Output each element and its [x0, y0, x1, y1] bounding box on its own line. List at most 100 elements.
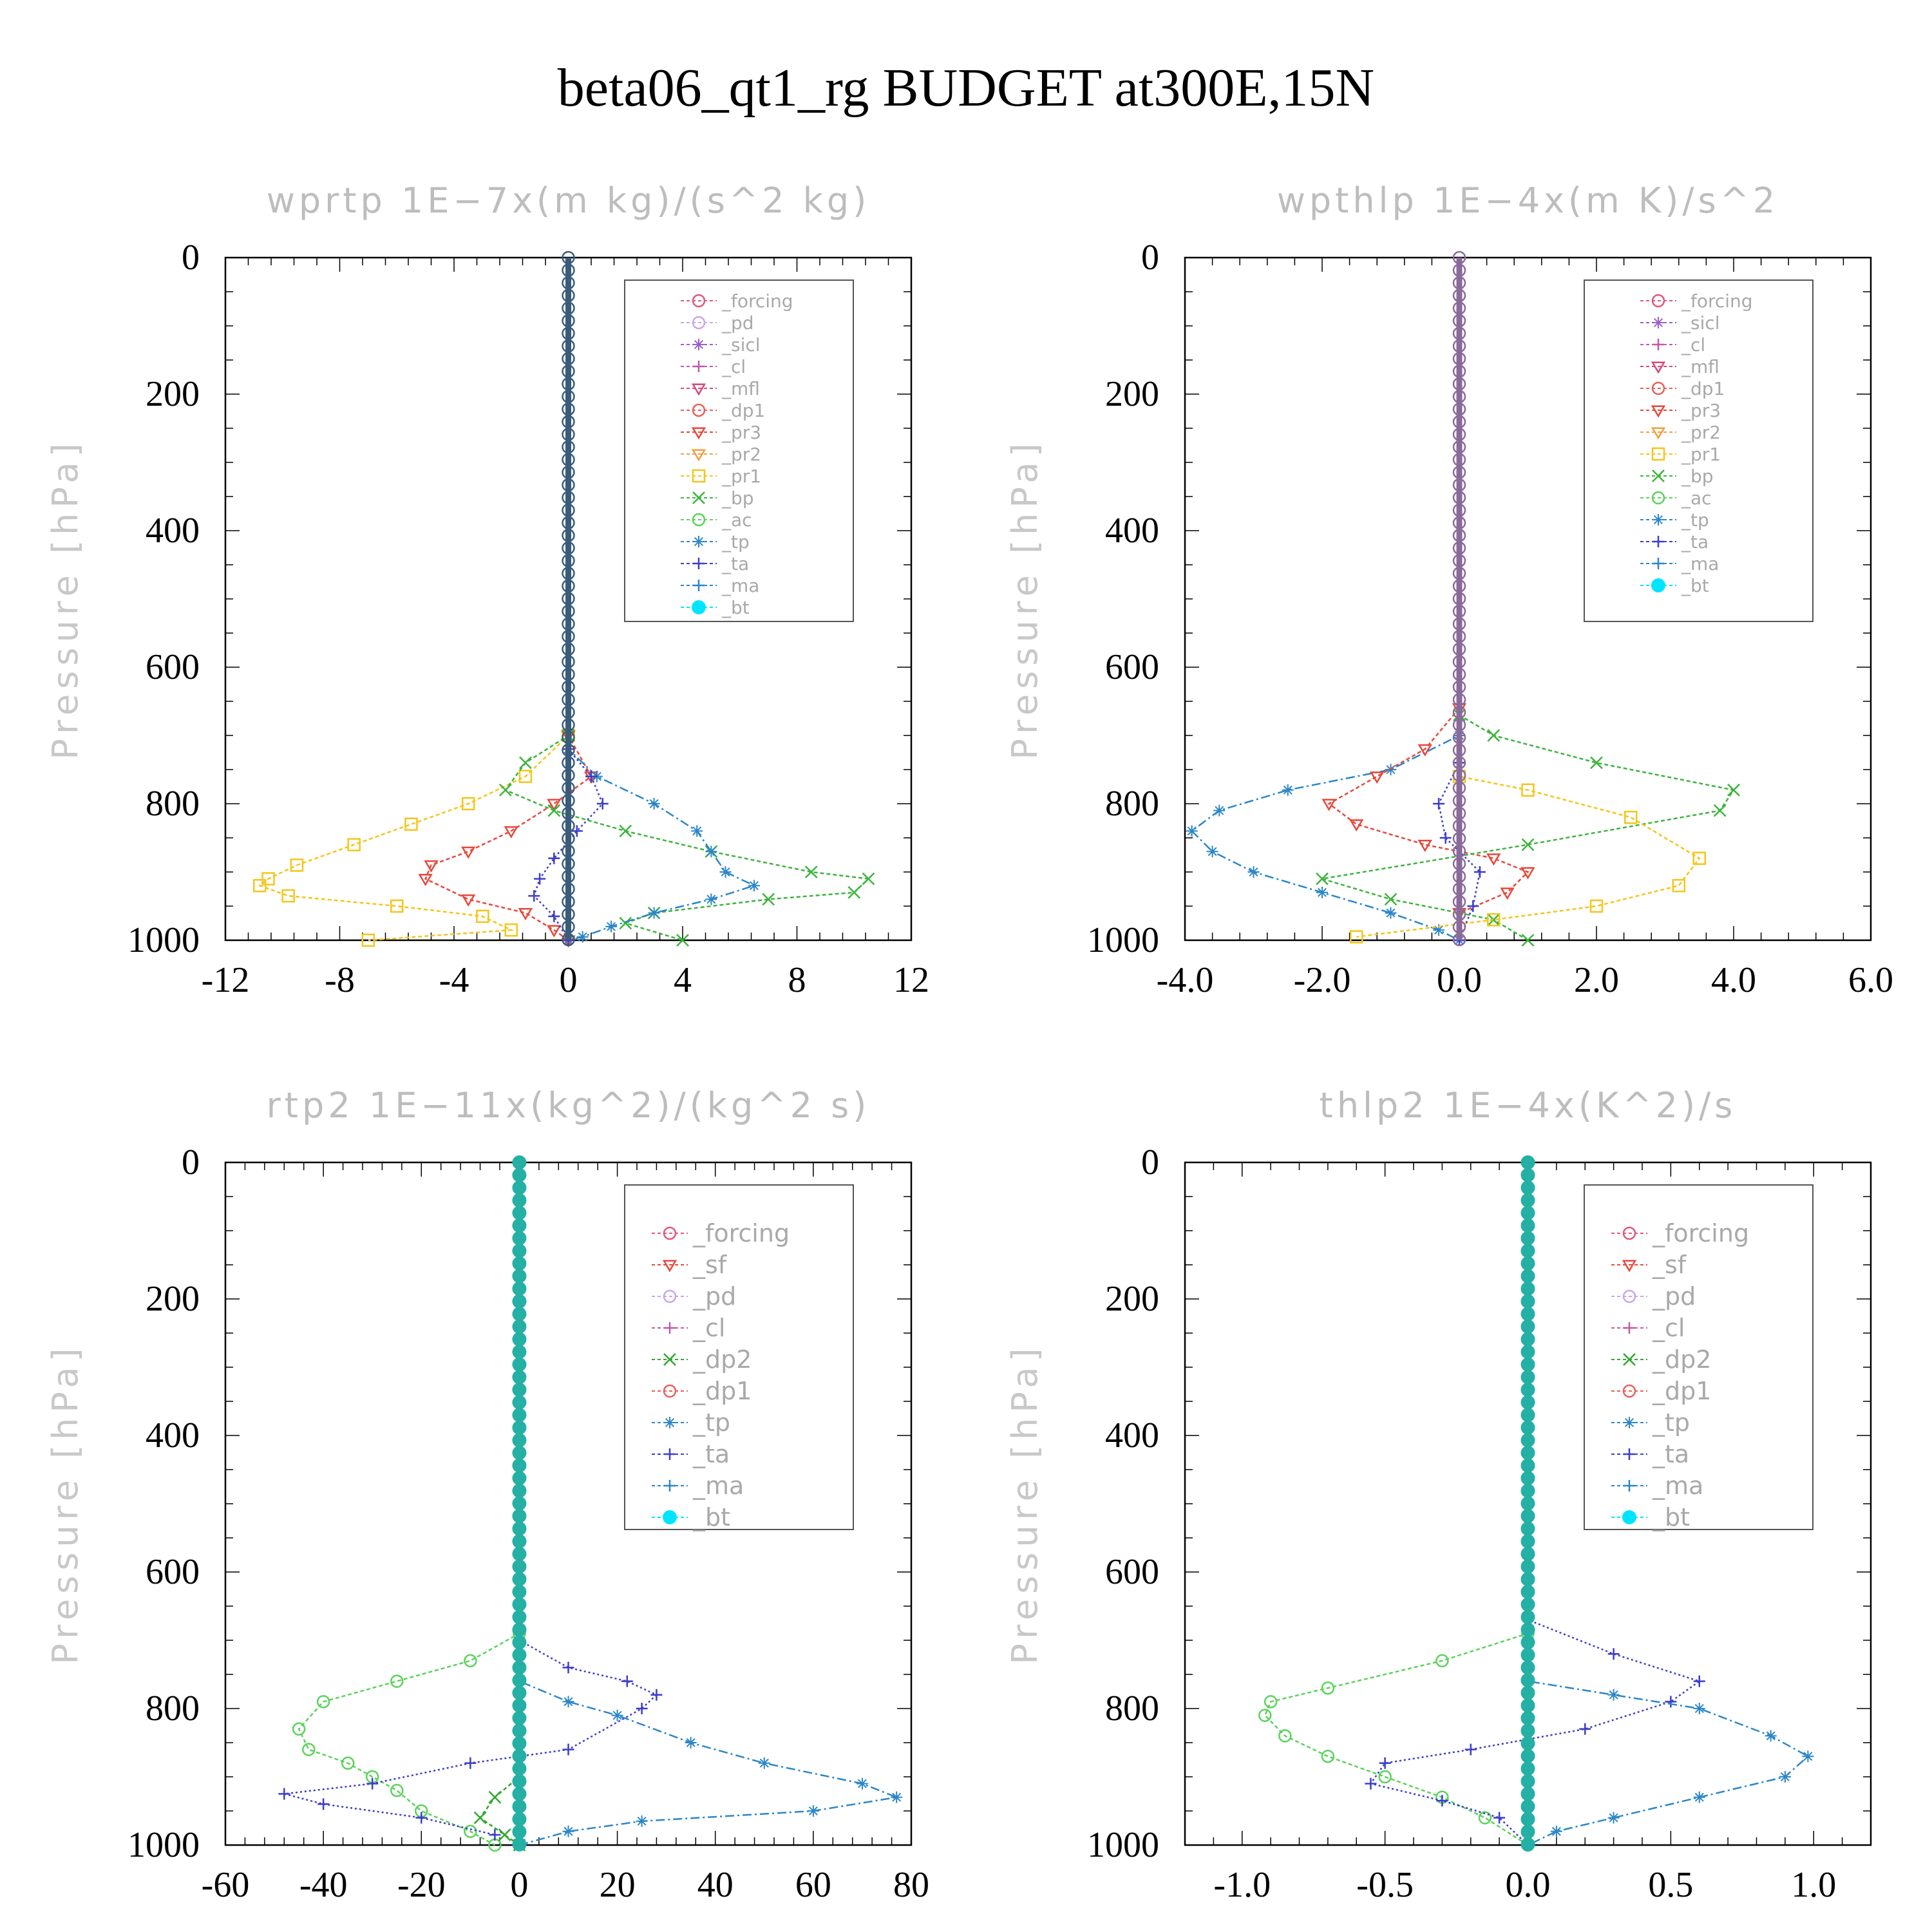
legend-marker [691, 449, 706, 462]
y-tick-label: 400 [146, 1416, 200, 1455]
data-point [1520, 1357, 1535, 1372]
data-point [685, 1737, 697, 1748]
legend-marker [1622, 1289, 1636, 1303]
data-point [1520, 1458, 1535, 1473]
data-point [518, 908, 533, 921]
data-point [1385, 907, 1397, 919]
x-tick-label: -12 [202, 960, 250, 1000]
data-point [1727, 783, 1740, 797]
data-point [562, 428, 575, 441]
data-point [562, 882, 575, 896]
data-point [512, 1647, 527, 1662]
data-point [512, 1433, 527, 1448]
data-point [302, 1743, 316, 1756]
data-point [1693, 1675, 1705, 1687]
y-tick-label: 800 [146, 784, 200, 824]
legend-marker [1651, 578, 1665, 592]
data-point [562, 920, 575, 934]
data-point [461, 894, 476, 907]
data-point [512, 1483, 527, 1498]
y-tick-label: 800 [1105, 784, 1159, 824]
data-point [596, 798, 609, 810]
y-tick-label: 1000 [1087, 1825, 1159, 1865]
y-axis-label: Pressure [hPa] [1005, 1343, 1045, 1664]
data-point [1520, 1774, 1535, 1788]
x-tick-label: -60 [202, 1865, 250, 1905]
legend-marker [693, 361, 705, 372]
chart-panel-1: wprtp 1E−7x(m kg)/(s^2 kg) Pressure [hPa]… [45, 180, 929, 1000]
data-point [1417, 840, 1432, 853]
data-point [1520, 1761, 1535, 1776]
data-point [1520, 1218, 1535, 1233]
data-point [562, 529, 575, 542]
legend-marker [663, 1384, 677, 1398]
data-point [1278, 1729, 1292, 1743]
data-point [1520, 1824, 1535, 1839]
data-point [562, 276, 575, 290]
data-point [1520, 1673, 1535, 1688]
data-point [1520, 1509, 1535, 1524]
legend-label: _forcing [1681, 290, 1753, 312]
data-point [1452, 756, 1466, 770]
data-point [512, 1748, 527, 1763]
data-point [1452, 415, 1466, 429]
data-point [1452, 617, 1466, 630]
data-point [1452, 428, 1466, 441]
y-tick-label: 400 [1105, 1416, 1159, 1455]
data-point [1693, 1791, 1705, 1803]
data-point [562, 655, 575, 668]
data-point [512, 1282, 527, 1296]
data-point [562, 869, 575, 884]
legend-label: _pr3 [721, 422, 761, 443]
panel-title: thlp2 1E−4x(K^2)/s [1320, 1085, 1737, 1126]
data-point [856, 1777, 868, 1790]
legend-label: _dp1 [1652, 1377, 1711, 1405]
data-point [1802, 1750, 1814, 1763]
data-point [1486, 853, 1501, 866]
data-point [464, 1824, 477, 1839]
data-point [1520, 1799, 1535, 1814]
data-point [512, 1345, 527, 1359]
x-tick-label: 6.0 [1848, 960, 1893, 1000]
data-point [1452, 251, 1466, 265]
data-point [1520, 1408, 1535, 1423]
data-point [562, 933, 575, 947]
legend-label: _mfl [721, 378, 760, 399]
legend-marker [692, 403, 706, 417]
data-point [512, 1635, 527, 1650]
legend-label: _ta [692, 1440, 730, 1468]
data-point [347, 838, 361, 851]
chart-panel-2: wpthlp 1E−4x(m K)/s^2 Pressure [hPa] 0 200 4… [1005, 180, 1893, 1000]
data-point [512, 1534, 527, 1549]
data-point [1349, 819, 1364, 832]
data-point [512, 1256, 527, 1271]
data-point [1520, 867, 1535, 880]
data-point [1520, 1345, 1535, 1359]
data-point [473, 1811, 487, 1824]
data-point [562, 693, 575, 706]
data-point [512, 1206, 527, 1220]
data-point [562, 617, 575, 630]
data-point [512, 1509, 527, 1524]
data-point [418, 874, 433, 887]
data-point [1520, 1370, 1535, 1385]
x-tick-label: -4.0 [1157, 960, 1214, 1000]
data-point [1452, 567, 1466, 580]
legend-marker [1651, 361, 1666, 374]
data-point [1520, 1609, 1535, 1624]
legend-label: _bt [692, 1503, 730, 1531]
series-bt [1520, 1155, 1535, 1852]
data-point [562, 1743, 574, 1756]
y-tick-label: 1000 [128, 1825, 200, 1865]
data-point [1521, 934, 1535, 947]
figure-title: beta06_qt1_rg BUDGET at300E,15N [557, 58, 1375, 118]
data-point [562, 390, 575, 403]
legend-label: _dp2 [692, 1345, 752, 1374]
data-point [1370, 772, 1385, 784]
series-line [1356, 258, 1701, 938]
panel-title: rtp2 1E−11x(kg^2)/(kg^2 s) [267, 1085, 871, 1126]
data-point [804, 866, 818, 878]
x-tick-label: 20 [600, 1865, 636, 1905]
data-point [512, 1786, 527, 1801]
data-point [512, 1180, 527, 1195]
